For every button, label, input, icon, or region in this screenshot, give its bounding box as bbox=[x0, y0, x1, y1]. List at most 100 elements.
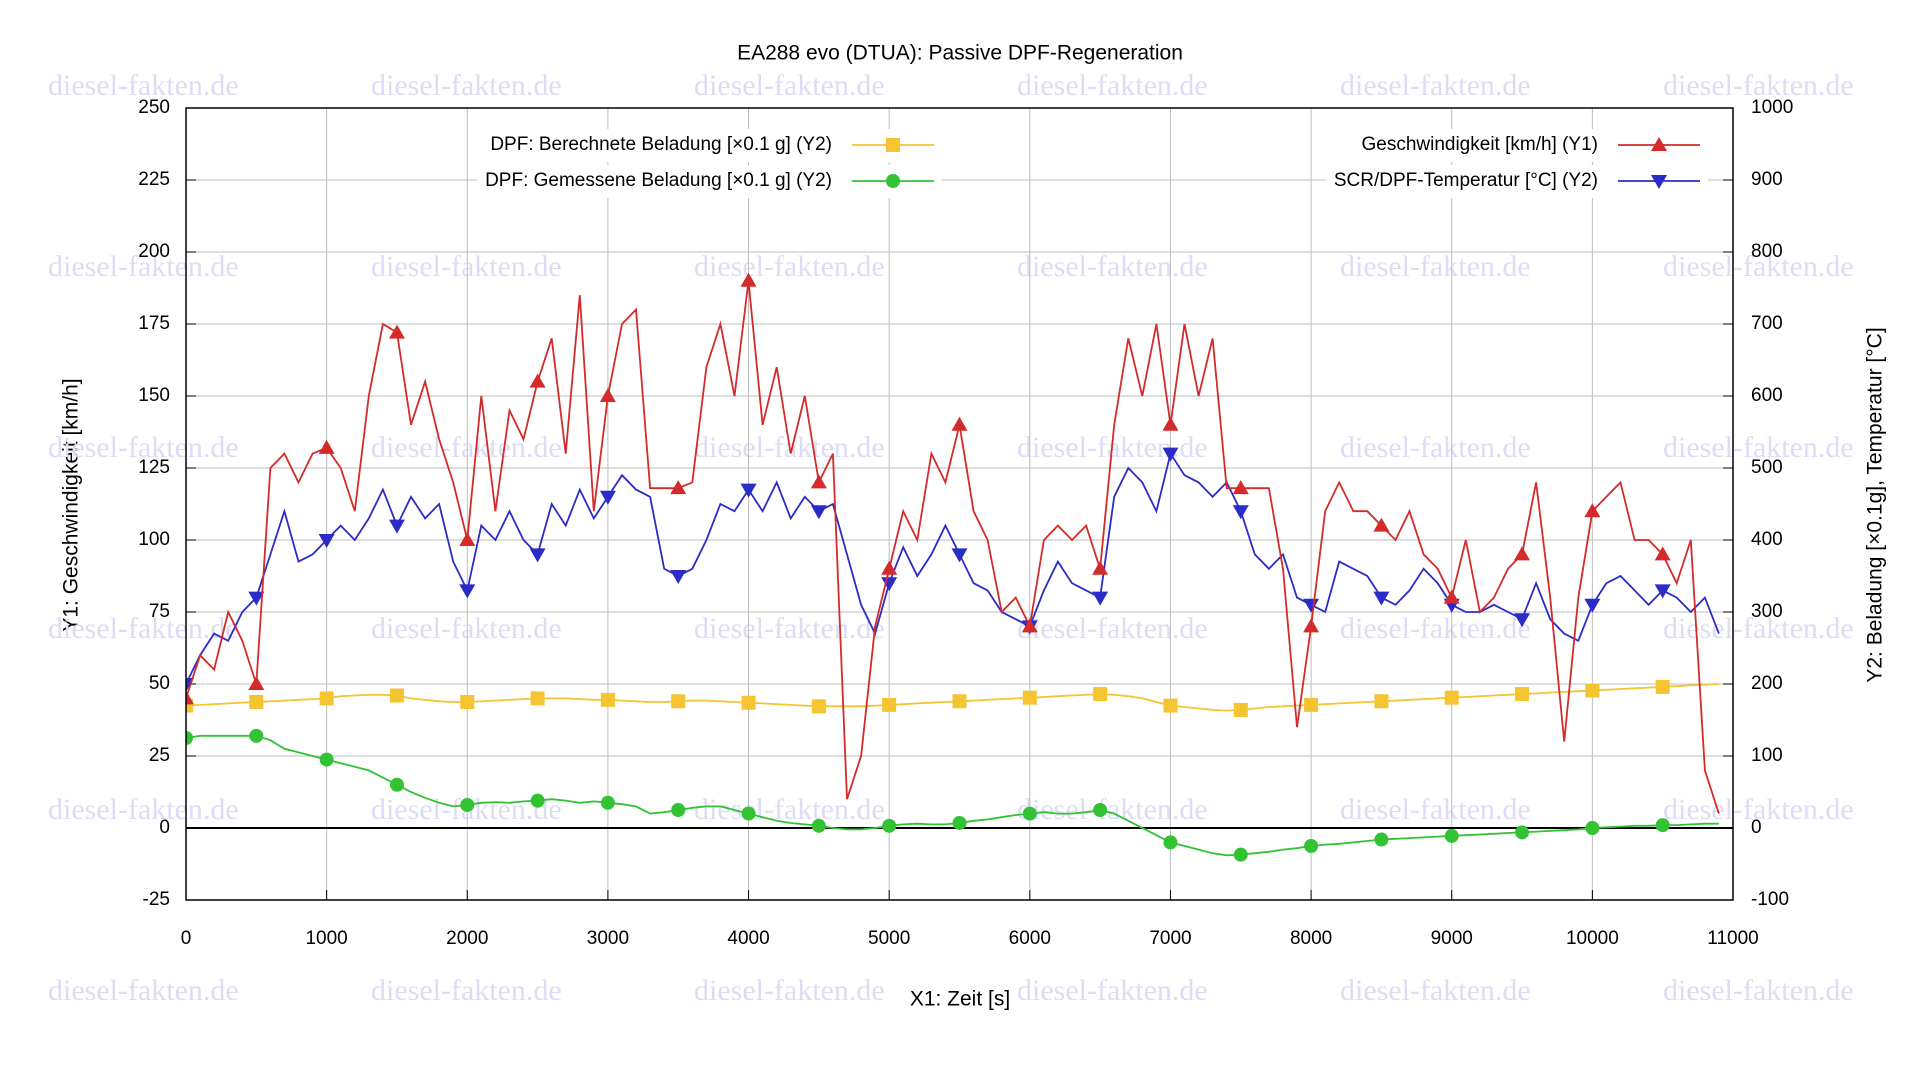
marker bbox=[599, 388, 616, 402]
marker bbox=[318, 534, 335, 548]
marker bbox=[1585, 821, 1600, 835]
y2-tick-label: 700 bbox=[1751, 313, 1783, 334]
y2-tick-label: 600 bbox=[1751, 385, 1783, 406]
y2-tick-label: 500 bbox=[1751, 457, 1783, 478]
marker bbox=[810, 474, 827, 489]
y-tick-label: -25 bbox=[143, 889, 170, 910]
y2-tick-label: -100 bbox=[1751, 889, 1789, 910]
marker bbox=[1654, 584, 1671, 599]
marker bbox=[670, 480, 687, 495]
marker bbox=[1303, 618, 1320, 633]
watermark: diesel-fakten.de bbox=[48, 69, 239, 102]
watermark: diesel-fakten.de bbox=[1340, 431, 1531, 464]
marker bbox=[741, 806, 756, 821]
legend-label: DPF: Gemessene Beladung [×0.1 g] (Y2) bbox=[485, 170, 832, 191]
marker bbox=[952, 815, 967, 830]
legend-item: Geschwindigkeit [km/h] (Y1) bbox=[1353, 129, 1708, 162]
marker bbox=[1655, 818, 1670, 833]
marker bbox=[530, 793, 545, 808]
legend-marker bbox=[1651, 137, 1667, 151]
legend-item: DPF: Gemessene Beladung [×0.1 g] (Y2) bbox=[477, 165, 942, 198]
marker bbox=[741, 695, 756, 710]
marker bbox=[248, 591, 265, 606]
y-tick-label: 125 bbox=[138, 457, 170, 478]
watermark: diesel-fakten.de bbox=[371, 431, 562, 464]
watermark: diesel-fakten.de bbox=[1340, 250, 1531, 283]
marker bbox=[1162, 447, 1179, 462]
marker bbox=[1444, 690, 1459, 705]
marker bbox=[318, 439, 335, 454]
marker bbox=[1093, 687, 1108, 702]
marker bbox=[1163, 835, 1178, 850]
watermarks: diesel-fakten.de diesel-fakten.de diesel-f… bbox=[48, 69, 1854, 1007]
marker bbox=[389, 777, 404, 792]
marker bbox=[249, 695, 264, 709]
marker bbox=[1655, 679, 1670, 694]
y2-tick-label: 0 bbox=[1751, 817, 1762, 838]
marker bbox=[1373, 591, 1390, 606]
watermark: diesel-fakten.de bbox=[1017, 69, 1208, 102]
series-line bbox=[186, 734, 1719, 857]
marker bbox=[881, 577, 898, 592]
watermark: diesel-fakten.de bbox=[48, 974, 239, 1007]
marker bbox=[1374, 832, 1389, 847]
watermark: diesel-fakten.de bbox=[1340, 793, 1531, 826]
series-line bbox=[186, 451, 1720, 685]
marker bbox=[529, 373, 546, 388]
marker bbox=[670, 570, 687, 584]
watermark: diesel-fakten.de bbox=[1017, 250, 1208, 283]
y2-tick-label: 900 bbox=[1751, 169, 1783, 190]
watermark: diesel-fakten.de bbox=[1663, 431, 1854, 464]
watermark: diesel-fakten.de bbox=[1017, 612, 1208, 645]
x-tick-label: 9000 bbox=[1431, 928, 1473, 949]
x-tick-label: 7000 bbox=[1149, 928, 1191, 949]
marker bbox=[186, 731, 193, 745]
marker bbox=[671, 803, 686, 817]
series-line bbox=[186, 683, 1719, 712]
y2-tick-label: 1000 bbox=[1751, 97, 1793, 118]
y-tick-label: 200 bbox=[138, 241, 170, 262]
watermark: diesel-fakten.de bbox=[694, 250, 885, 283]
marker bbox=[811, 699, 826, 714]
y-tick-label: 100 bbox=[138, 529, 170, 550]
x-tick-label: 10000 bbox=[1566, 928, 1619, 949]
marker bbox=[740, 272, 757, 287]
watermark: diesel-fakten.de bbox=[371, 974, 562, 1007]
marker bbox=[1514, 613, 1531, 628]
marker bbox=[249, 728, 264, 743]
y-tick-label: 150 bbox=[138, 385, 170, 406]
x-tick-label: 1000 bbox=[305, 928, 347, 949]
y2-tick-label: 300 bbox=[1751, 601, 1783, 622]
marker bbox=[952, 694, 967, 709]
x-tick-label: 8000 bbox=[1290, 928, 1332, 949]
watermark: diesel-fakten.de bbox=[1663, 69, 1854, 102]
y-tick-label: 0 bbox=[159, 817, 170, 838]
marker bbox=[459, 532, 476, 546]
marker bbox=[1584, 503, 1601, 518]
x-axis-label: X1: Zeit [s] bbox=[910, 988, 1010, 1011]
marker bbox=[1022, 806, 1037, 821]
marker bbox=[1303, 598, 1320, 613]
watermark: diesel-fakten.de bbox=[48, 431, 239, 464]
marker bbox=[882, 697, 897, 712]
marker bbox=[460, 695, 475, 709]
y-axis-label: Y1: Geschwindigkeit [km/h] bbox=[60, 378, 83, 631]
marker bbox=[530, 691, 545, 706]
marker bbox=[459, 584, 476, 599]
marker bbox=[1654, 546, 1671, 561]
watermark: diesel-fakten.de bbox=[48, 612, 239, 645]
marker bbox=[882, 818, 897, 833]
plot-frame bbox=[185, 107, 1734, 901]
x-tick-label: 6000 bbox=[1009, 928, 1051, 949]
marker bbox=[1514, 546, 1531, 561]
marker bbox=[1443, 589, 1460, 604]
marker bbox=[1515, 825, 1530, 840]
legend-item: DPF: Berechnete Beladung [×0.1 g] (Y2) bbox=[482, 129, 942, 162]
watermark: diesel-fakten.de bbox=[48, 250, 239, 283]
marker bbox=[319, 691, 334, 706]
marker bbox=[600, 795, 615, 810]
y2-tick-label: 800 bbox=[1751, 241, 1783, 262]
marker bbox=[1163, 698, 1178, 713]
marker bbox=[811, 818, 826, 833]
legend-label: SCR/DPF-Temperatur [°C] (Y2) bbox=[1334, 170, 1598, 191]
